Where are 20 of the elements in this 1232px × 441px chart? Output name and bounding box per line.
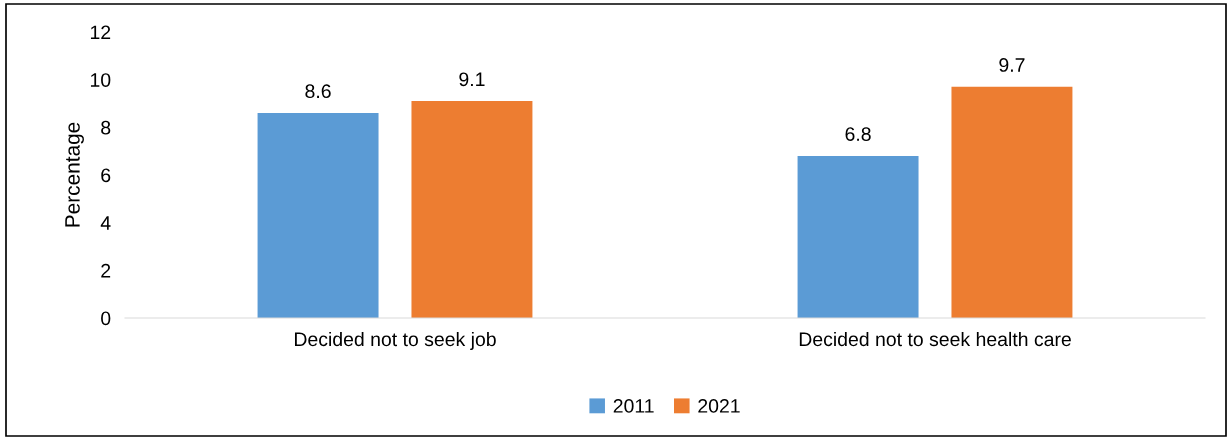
x-tick-label: Decided not to seek health care [799,331,1071,347]
data-label: 8.6 [305,84,331,99]
y-axis-title: Percentage [65,122,84,227]
bar [257,113,379,318]
y-tick-label: 8 [101,120,111,135]
y-tick-label: 12 [90,25,111,40]
x-tick-label: Decided not to seek job [294,331,496,351]
data-label: 9.7 [999,58,1025,72]
legend-label: 2011 [613,399,654,413]
bar [411,101,533,318]
y-tick-label: 0 [101,311,111,326]
bar [951,86,1073,318]
y-tick-label: 2 [101,263,111,278]
y-tick-label: 10 [90,73,111,87]
y-tick-label: 4 [100,216,111,230]
y-tick-label: 6 [101,168,111,183]
legend-label: 2021 [698,399,740,413]
data-label: 6.8 [845,127,871,141]
bar [797,155,919,318]
data-label: 9.1 [459,72,485,87]
